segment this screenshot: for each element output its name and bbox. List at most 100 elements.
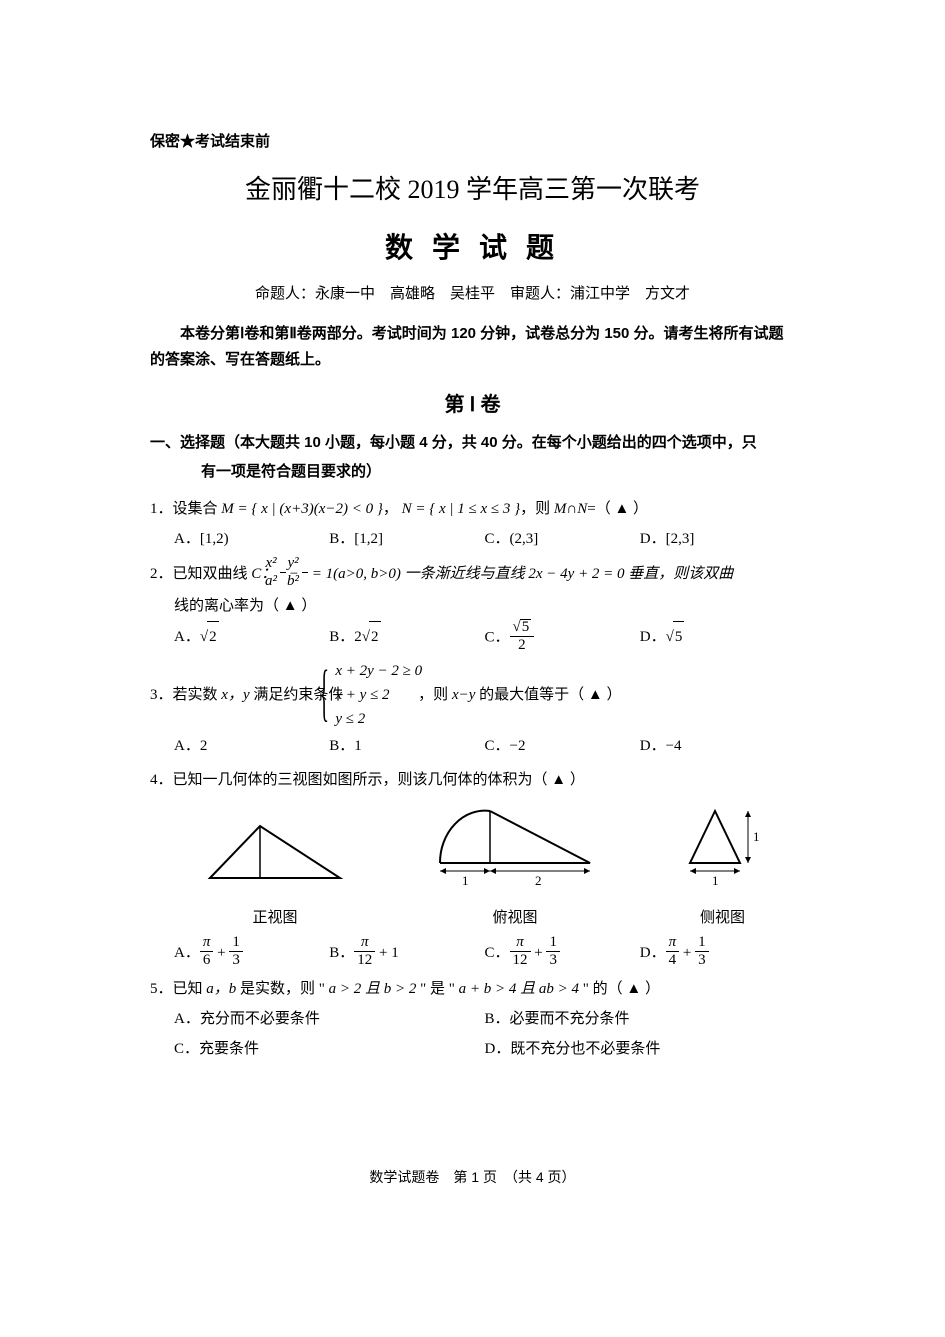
q3-constraints: x + 2y − 2 ≥ 0 x + y ≤ 2 y ≤ 2	[343, 659, 422, 731]
arrow-down	[745, 857, 751, 863]
arrow-right-2	[584, 868, 590, 874]
q4-a-plus: +	[213, 945, 229, 961]
side-triangle	[690, 811, 740, 863]
arrow-left-2	[490, 868, 496, 874]
q5-text-d: " 的（ ▲ ）	[579, 981, 660, 997]
main-title: 金丽衢十二校 2019 学年高三第一次联考	[150, 169, 795, 206]
q4-c-n1: π	[510, 935, 531, 952]
q4-opt-c: C．π12 + 13	[485, 937, 640, 970]
q5-num: 5．	[150, 981, 173, 997]
arrow-right-3	[734, 868, 740, 874]
q4-opt-b: B．π12 + 1	[329, 937, 484, 970]
q2-b-pre: B．2	[329, 629, 362, 645]
q2-a-pre: A．	[174, 629, 200, 645]
q3-r3: y ≤ 2	[359, 707, 422, 731]
q4-front-view-svg	[200, 818, 350, 888]
q4-d-n1: π	[666, 935, 680, 952]
q5-cond1: a > 2 且 b > 2	[329, 981, 417, 997]
question-1: 1．设集合 M = { x | (x+3)(x−2) < 0 }， N = { …	[150, 494, 795, 554]
top-triangle	[440, 811, 590, 863]
q4-a-d1: 6	[200, 952, 214, 968]
question-3: 3．若实数 x，y 满足约束条件 x + 2y − 2 ≥ 0 x + y ≤ …	[150, 659, 795, 761]
q3-text-b: 满足约束条件	[250, 687, 344, 703]
q4-opt-d: D．π4 + 13	[640, 937, 795, 970]
q2-frac1-num: x²	[280, 556, 286, 573]
q5-options-row2: C．充要条件 D．既不充分也不必要条件	[150, 1034, 795, 1064]
q2-d-pre: D．	[640, 629, 666, 645]
q2-c-pre: C．	[485, 629, 510, 645]
q1-options: A．[1,2) B．[1,2] C．(2,3] D．[2,3]	[150, 524, 795, 554]
top-dim2-label: 2	[535, 873, 542, 888]
arrow-left-1	[440, 868, 446, 874]
confidential-note: 保密★考试结束前	[150, 130, 795, 151]
q4-side-caption: 侧视图	[680, 903, 765, 933]
q4-d-n2: 1	[695, 935, 709, 952]
q2-b-sqrt: 2	[362, 621, 381, 652]
arrow-left-3	[690, 868, 696, 874]
q1-set-m: M = { x | (x+3)(x−2) < 0 }	[221, 501, 383, 517]
question-5: 5．已知 a，b 是实数，则 " a > 2 且 b > 2 " 是 " a +…	[150, 974, 795, 1064]
q2-b-rad: 2	[369, 621, 381, 652]
q3-opt-c: C．−2	[485, 731, 640, 761]
q2-c-den: 2	[510, 637, 535, 653]
front-triangle	[210, 826, 340, 878]
q4-d-plus: +	[679, 945, 695, 961]
q3-options: A．2 B．1 C．−2 D．−4	[150, 731, 795, 761]
side-height-label: 1	[753, 829, 760, 844]
q3-opt-a: A．2	[174, 731, 329, 761]
q1-mn: M∩N	[554, 501, 587, 517]
q3-r2: x + y ≤ 2	[359, 683, 422, 707]
q4-opt-a: A．π6 + 13	[174, 937, 329, 970]
q2-d-rad: 5	[673, 621, 685, 652]
q4-a-pre: A．	[174, 945, 200, 961]
q4-text: 已知一几何体的三视图如图所示，则该几何体的体积为（ ▲ ）	[173, 772, 585, 788]
q2-c-frac: 52	[510, 619, 535, 653]
q2-frac1: x²a²	[280, 556, 286, 589]
q4-c-pre: C．	[485, 945, 510, 961]
q4-c-n2: 1	[546, 935, 560, 952]
q4-d-d1: 4	[666, 952, 680, 968]
q1-opt-d: D．[2,3]	[640, 524, 795, 554]
q4-b-n1: π	[354, 935, 375, 952]
q4-front-view-block: 正视图	[200, 818, 350, 933]
q2-opt-a: A．2	[174, 621, 329, 655]
exam-page: 保密★考试结束前 金丽衢十二校 2019 学年高三第一次联考 数 学 试 题 命…	[0, 0, 945, 1337]
section-title: 一、选择题（本大题共 10 小题，每小题 4 分，共 40 分。在每个小题给出的…	[150, 429, 795, 486]
q1-text-a: 设集合	[173, 501, 222, 517]
q4-options: A．π6 + 13 B．π12 + 1 C．π12 + 13 D．π4 + 13	[150, 937, 795, 970]
q1-opt-c: C．(2,3]	[485, 524, 640, 554]
q1-set-n: N = { x | 1 ≤ x ≤ 3 }	[402, 501, 521, 517]
q3-text-c: ，则	[418, 687, 452, 703]
q2-options: A．2 B．22 C．52 D．5	[150, 621, 795, 655]
q4-c-d1: 12	[510, 952, 531, 968]
q2-eq-eq: = 1	[312, 566, 333, 582]
q4-figures: 正视图 1 2 俯视图	[170, 803, 795, 933]
q2-opt-c: C．52	[485, 621, 640, 655]
page-footer: 数学试题卷 第 1 页 （共 4 页）	[0, 1167, 945, 1187]
q4-d-pre: D．	[640, 945, 666, 961]
q5-opt-d: D．既不充分也不必要条件	[485, 1034, 796, 1064]
q2-opt-b: B．2 2	[329, 621, 484, 655]
q1-text-c: ，则	[520, 501, 554, 517]
q5-cond2: a + b > 4 且 ab > 4	[459, 981, 579, 997]
q4-c-d2: 3	[546, 952, 560, 968]
q4-a-d2: 3	[229, 952, 243, 968]
section-title-line2: 有一项是符合题目要求的）	[150, 458, 795, 487]
q2-d-sqrt: 5	[666, 621, 685, 652]
section-title-line1: 一、选择题（本大题共 10 小题，每小题 4 分，共 40 分。在每个小题给出的…	[150, 434, 757, 451]
q4-d-d2: 3	[695, 952, 709, 968]
part-title: 第 Ⅰ 卷	[150, 388, 795, 417]
q5-text-c: " 是 "	[416, 981, 458, 997]
q5-opt-b: B．必要而不充分条件	[485, 1004, 796, 1034]
q2-frac2: y²b²	[302, 556, 308, 589]
q2-frac2-num: y²	[302, 556, 308, 573]
q1-opt-a: A．[1,2)	[174, 524, 329, 554]
instructions: 本卷分第Ⅰ卷和第Ⅱ卷两部分。考试时间为 120 分钟，试卷总分为 150 分。请…	[150, 321, 795, 372]
q5-opt-a: A．充分而不必要条件	[174, 1004, 485, 1034]
q2-a-sqrt: 2	[200, 621, 219, 652]
q3-r1: x + 2y − 2 ≥ 0	[359, 659, 422, 683]
q4-b-tail: + 1	[375, 945, 398, 961]
question-2: 2．已知双曲线 C： x²a² − y²b² = 1(a>0, b>0) 一条渐…	[150, 558, 795, 655]
q4-b-pre: B．	[329, 945, 354, 961]
q4-top-caption: 俯视图	[430, 903, 600, 933]
